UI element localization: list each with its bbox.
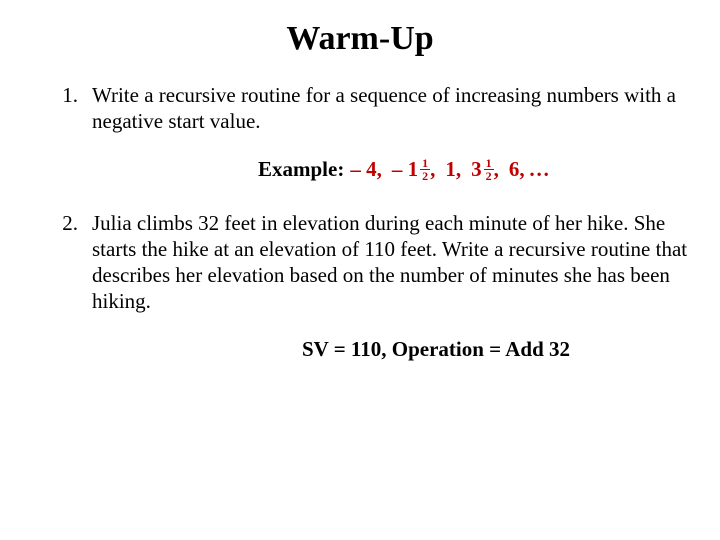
seq-term-4: 3 1 2 [471, 157, 494, 182]
seq-term-2: – 1 1 2 [392, 157, 430, 182]
seq-term-5: 6 [509, 157, 520, 182]
q1-example: Example: – 4 , – 1 1 2 , 1 , 3 1 2 [258, 157, 690, 182]
q2-answer: SV = 110, Operation = Add 32 [302, 337, 690, 362]
seq-term-2-frac: 1 2 [420, 157, 430, 182]
q1-text: Write a recursive routine for a sequence… [92, 82, 690, 135]
seq-comma: , [519, 157, 524, 182]
question-1: 1. Write a recursive routine for a seque… [30, 82, 690, 135]
seq-comma: , [430, 157, 435, 182]
seq-term-3: 1 [445, 157, 456, 182]
frac-den: 2 [420, 169, 430, 182]
q2-text: Julia climbs 32 feet in elevation during… [92, 210, 690, 315]
seq-term-1: – 4 [350, 157, 376, 182]
seq-term-2-whole: – 1 [392, 157, 418, 182]
page-title: Warm-Up [30, 20, 690, 58]
frac-num: 1 [420, 157, 430, 169]
seq-term-4-frac: 1 2 [484, 157, 494, 182]
frac-den: 2 [484, 169, 494, 182]
slide-page: Warm-Up 1. Write a recursive routine for… [0, 0, 720, 540]
seq-comma: , [456, 157, 461, 182]
seq-comma: , [494, 157, 499, 182]
example-sequence: – 4 , – 1 1 2 , 1 , 3 1 2 , [350, 157, 549, 182]
example-label: Example: [258, 157, 344, 182]
seq-comma: , [377, 157, 382, 182]
q1-number: 1. [30, 82, 92, 135]
seq-term-4-whole: 3 [471, 157, 482, 182]
q2-number: 2. [30, 210, 92, 315]
question-2: 2. Julia climbs 32 feet in elevation dur… [30, 210, 690, 315]
frac-num: 1 [484, 157, 494, 169]
seq-ellipsis: … [529, 157, 550, 182]
